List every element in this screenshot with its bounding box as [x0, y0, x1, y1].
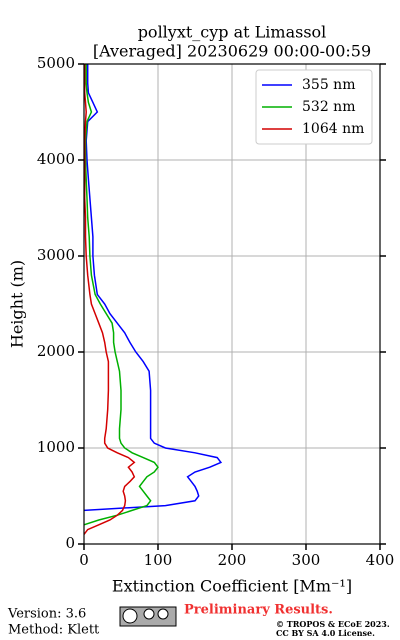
x-tick-label: 100: [144, 551, 173, 569]
method: Method: Klett: [8, 623, 100, 638]
plot-frame: [83, 63, 381, 545]
y-tick-label: 3000: [37, 246, 75, 264]
y-tick-label: 2000: [37, 342, 75, 360]
license: CC BY SA 4.0 License.: [276, 628, 375, 638]
x-tick-label: 400: [366, 551, 395, 569]
x-axis-label: Extinction Coefficient [Mm⁻¹]: [112, 577, 352, 596]
y-axis-label: Height (m): [8, 260, 27, 348]
cc-badge: [119, 606, 177, 627]
y-tick-label: 4000: [37, 150, 75, 168]
y-tick-label: 5000: [37, 54, 75, 72]
chart-subtitle: [Averaged] 20230629 00:00-00:59: [93, 42, 371, 61]
y-tick-label: 0: [65, 534, 75, 552]
x-tick-label: 300: [292, 551, 321, 569]
preliminary: Preliminary Results.: [184, 603, 333, 618]
y-tick-label: 1000: [37, 438, 75, 456]
version: Version: 3.6: [7, 607, 86, 622]
line-series: [83, 64, 159, 526]
legend-label: 532 nm: [302, 99, 355, 115]
legend-label: 1064 nm: [302, 121, 364, 137]
line-series: [83, 64, 136, 535]
chart-title: pollyxt_cyp at Limassol: [138, 23, 327, 42]
x-tick-label: 0: [79, 551, 89, 569]
legend-label: 355 nm: [302, 77, 355, 93]
copyright: © TROPOS & ECoE 2023.: [276, 619, 390, 629]
x-tick-label: 200: [218, 551, 247, 569]
line-series: [83, 64, 223, 512]
legend-box: [255, 69, 373, 145]
